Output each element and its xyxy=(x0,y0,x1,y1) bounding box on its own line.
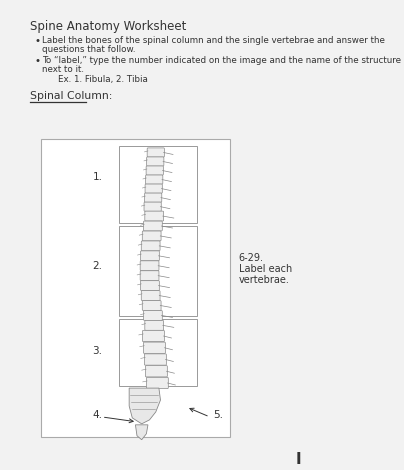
FancyBboxPatch shape xyxy=(145,321,164,330)
FancyBboxPatch shape xyxy=(146,377,168,389)
Bar xyxy=(119,146,197,223)
Polygon shape xyxy=(135,425,148,440)
Text: •: • xyxy=(34,55,40,66)
FancyBboxPatch shape xyxy=(145,211,164,221)
Bar xyxy=(41,139,230,437)
FancyBboxPatch shape xyxy=(144,354,166,365)
FancyBboxPatch shape xyxy=(143,221,162,231)
Bar xyxy=(119,227,197,316)
FancyBboxPatch shape xyxy=(143,342,165,353)
FancyBboxPatch shape xyxy=(145,366,167,377)
Text: Spinal Column:: Spinal Column: xyxy=(30,91,112,102)
Text: 2.: 2. xyxy=(93,261,102,271)
Text: Spine Anatomy Worksheet: Spine Anatomy Worksheet xyxy=(30,20,186,33)
FancyBboxPatch shape xyxy=(141,290,160,300)
FancyBboxPatch shape xyxy=(145,193,162,202)
FancyBboxPatch shape xyxy=(143,311,162,321)
FancyBboxPatch shape xyxy=(140,261,159,271)
Text: 4.: 4. xyxy=(93,410,102,420)
FancyBboxPatch shape xyxy=(141,251,159,261)
Text: 1.: 1. xyxy=(93,172,102,182)
Text: 6-29.: 6-29. xyxy=(239,253,264,263)
FancyBboxPatch shape xyxy=(147,148,164,157)
Text: vertebrae.: vertebrae. xyxy=(239,275,290,285)
Text: To “label,” type the number indicated on the image and the name of the structure: To “label,” type the number indicated on… xyxy=(42,55,401,64)
Text: Label each: Label each xyxy=(239,264,292,274)
Text: 5.: 5. xyxy=(213,410,223,420)
FancyBboxPatch shape xyxy=(142,231,161,241)
FancyBboxPatch shape xyxy=(143,330,164,342)
FancyBboxPatch shape xyxy=(144,202,161,211)
Text: 3.: 3. xyxy=(93,346,102,356)
Text: Label the bones of the spinal column and the single vertebrae and answer the: Label the bones of the spinal column and… xyxy=(42,36,385,45)
Text: I: I xyxy=(296,452,301,467)
Text: next to it.: next to it. xyxy=(42,64,84,73)
Text: •: • xyxy=(34,36,40,46)
FancyBboxPatch shape xyxy=(146,166,163,175)
FancyBboxPatch shape xyxy=(142,301,161,310)
Polygon shape xyxy=(129,388,160,424)
FancyBboxPatch shape xyxy=(141,281,159,290)
Text: questions that follow.: questions that follow. xyxy=(42,45,136,54)
Bar xyxy=(119,319,197,386)
FancyBboxPatch shape xyxy=(140,271,159,281)
FancyBboxPatch shape xyxy=(145,175,163,184)
FancyBboxPatch shape xyxy=(141,241,160,251)
Text: Ex. 1. Fibula, 2. Tibia: Ex. 1. Fibula, 2. Tibia xyxy=(58,76,148,85)
FancyBboxPatch shape xyxy=(147,157,164,166)
FancyBboxPatch shape xyxy=(145,184,162,193)
